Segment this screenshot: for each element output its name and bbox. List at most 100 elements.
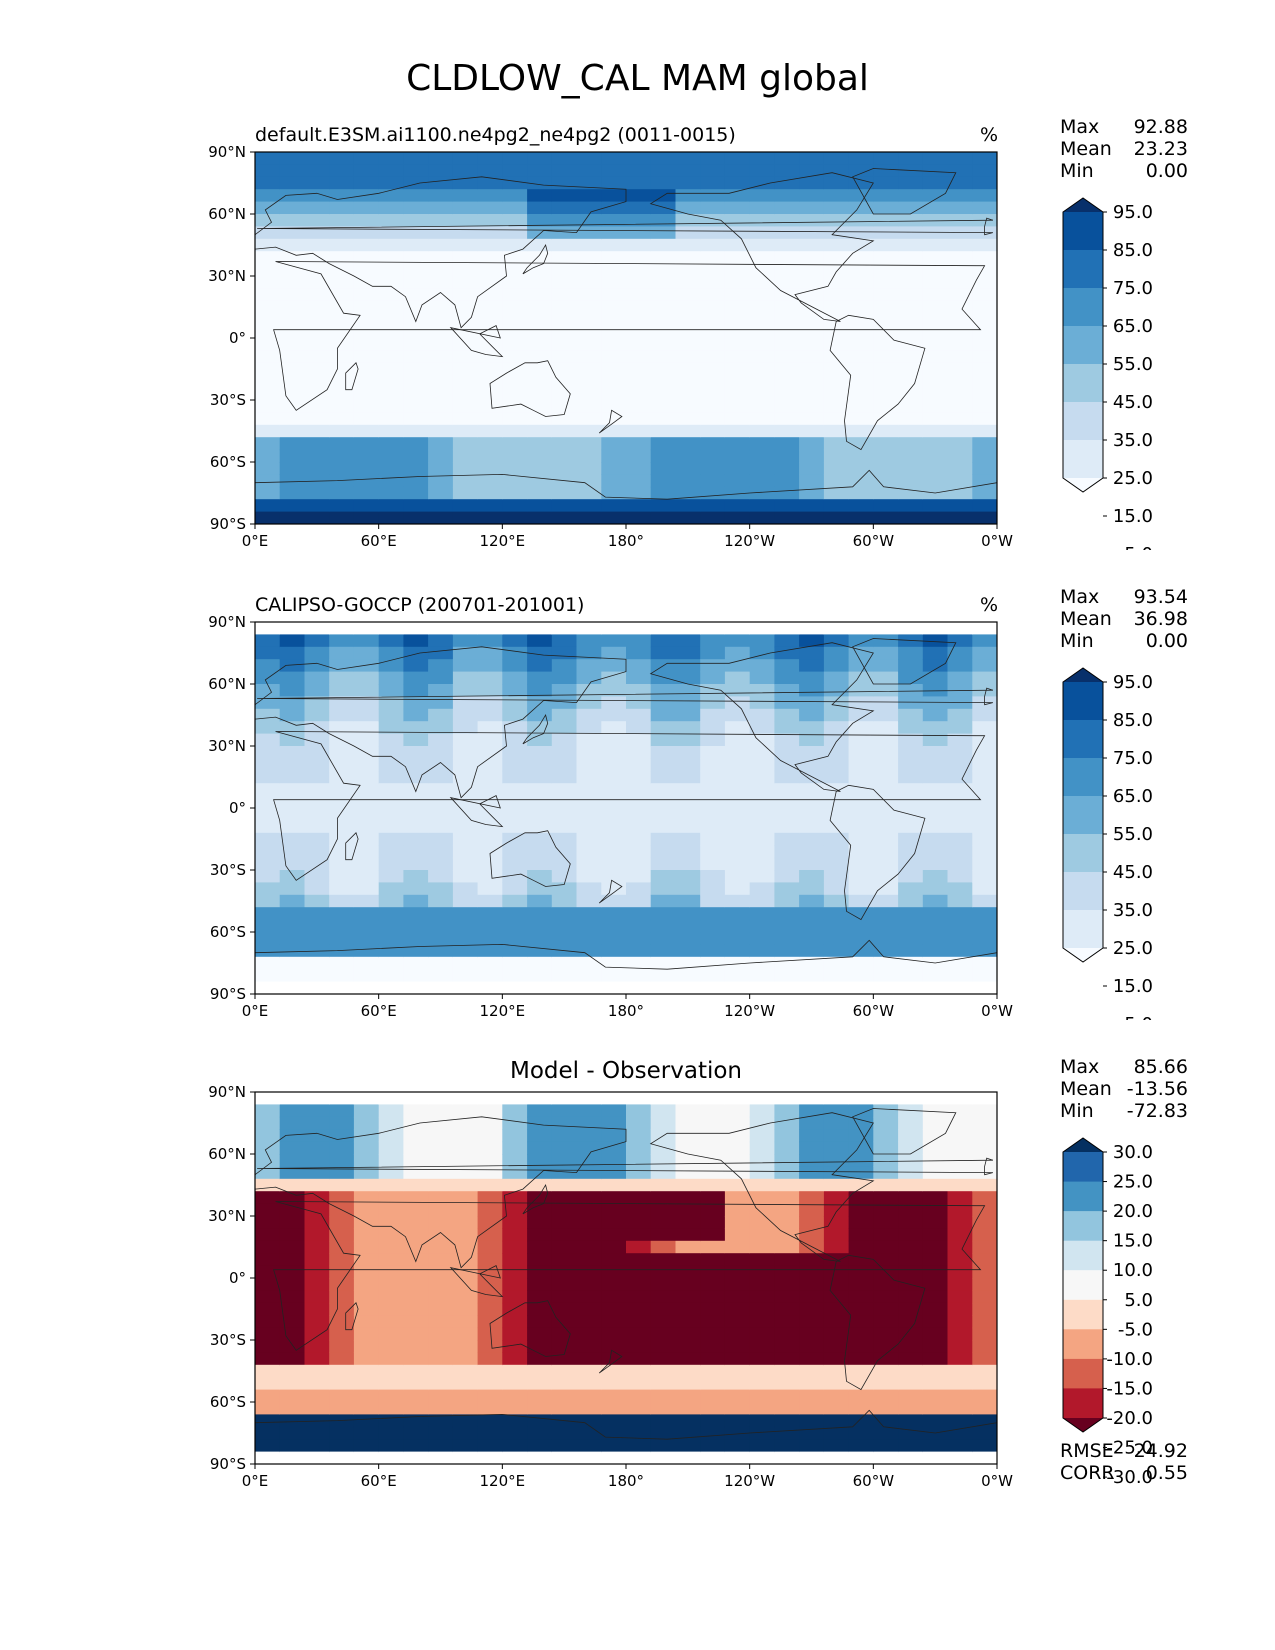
field-cell bbox=[972, 449, 997, 463]
field-cell bbox=[255, 932, 281, 945]
field-cell bbox=[848, 462, 874, 475]
coastline bbox=[489, 830, 571, 887]
field-cell bbox=[799, 845, 825, 859]
field-cell bbox=[452, 1228, 479, 1242]
field-cell bbox=[428, 499, 454, 513]
field-cell bbox=[551, 1327, 578, 1341]
field-cell bbox=[749, 387, 775, 401]
field-cell bbox=[947, 1092, 973, 1105]
field-cell bbox=[601, 708, 627, 722]
colorbar-label: 25.0 bbox=[1113, 938, 1153, 959]
field-cell bbox=[749, 238, 775, 252]
field-cell bbox=[255, 659, 281, 673]
field-cell bbox=[601, 981, 627, 994]
field-cell bbox=[502, 325, 528, 339]
field-cell bbox=[477, 449, 503, 463]
field-cell bbox=[675, 511, 701, 524]
field-cell bbox=[428, 462, 454, 475]
field-cell bbox=[823, 1389, 850, 1403]
field-cell bbox=[477, 238, 503, 252]
field-cell bbox=[749, 894, 775, 908]
field-cell bbox=[601, 919, 627, 933]
field-cell bbox=[922, 1352, 949, 1366]
field-cell bbox=[403, 758, 429, 772]
field-cell bbox=[675, 263, 701, 277]
coastline bbox=[649, 642, 875, 792]
field-cell bbox=[428, 870, 454, 883]
coastline bbox=[522, 243, 549, 275]
field-cell bbox=[898, 201, 924, 215]
field-cell bbox=[626, 486, 652, 500]
field-cell bbox=[972, 1414, 997, 1428]
field-cell bbox=[255, 1426, 281, 1440]
field-cell bbox=[972, 1278, 997, 1291]
field-cell bbox=[749, 684, 775, 697]
field-cell bbox=[452, 387, 479, 401]
field-cell bbox=[576, 437, 602, 451]
field-cell bbox=[527, 251, 553, 265]
field-cell bbox=[848, 263, 874, 277]
field-cell bbox=[329, 708, 355, 722]
field-cell bbox=[255, 1414, 281, 1428]
field-cell bbox=[353, 1352, 380, 1366]
field-cell bbox=[452, 263, 479, 277]
field-cell bbox=[650, 1166, 676, 1180]
field-cell bbox=[329, 1216, 355, 1229]
field-cell bbox=[378, 1141, 404, 1155]
field-cell bbox=[403, 808, 429, 821]
field-cell bbox=[452, 1265, 479, 1279]
field-cell bbox=[972, 499, 997, 513]
field-cell bbox=[527, 300, 553, 314]
field-cell bbox=[626, 1364, 652, 1378]
stats-block: Max 85.66 Mean -13.56 Min -72.83 bbox=[1060, 1056, 1188, 1122]
coastline bbox=[257, 1157, 994, 1176]
lon-tick-label: 120°W bbox=[724, 1472, 775, 1490]
field-cell bbox=[353, 907, 380, 921]
field-cell bbox=[724, 1092, 751, 1105]
field-cell bbox=[255, 214, 281, 227]
field-cell bbox=[353, 708, 380, 722]
field-cell bbox=[650, 746, 676, 759]
field-cell bbox=[724, 646, 751, 660]
field-cell bbox=[799, 870, 825, 883]
field-cell bbox=[279, 646, 305, 660]
field-cell bbox=[675, 857, 701, 871]
field-cell bbox=[898, 956, 924, 970]
field-cell bbox=[502, 387, 528, 401]
field-cell bbox=[848, 1104, 874, 1118]
field-cell bbox=[947, 375, 973, 389]
field-cell bbox=[403, 1426, 429, 1440]
field-cell bbox=[898, 634, 924, 648]
field-cell bbox=[774, 1302, 800, 1316]
field-cell bbox=[873, 671, 899, 685]
field-cell bbox=[774, 1166, 800, 1180]
colorbar-label: 95.0 bbox=[1113, 202, 1153, 223]
field-cell bbox=[428, 164, 454, 178]
field-cell bbox=[749, 746, 775, 759]
field-cell bbox=[898, 907, 924, 921]
field-cell bbox=[353, 251, 380, 265]
field-cell bbox=[329, 238, 355, 252]
field-cell bbox=[502, 907, 528, 921]
field-cell bbox=[502, 646, 528, 660]
field-cell bbox=[823, 176, 850, 190]
field-cell bbox=[477, 1154, 503, 1167]
field-cell bbox=[304, 1203, 330, 1217]
field-cell bbox=[675, 956, 701, 970]
field-cell bbox=[502, 1315, 528, 1329]
field-cell bbox=[848, 1253, 874, 1267]
field-cell bbox=[403, 176, 429, 190]
field-cell bbox=[452, 474, 479, 488]
field-cell bbox=[799, 1129, 825, 1143]
field-cell bbox=[774, 1141, 800, 1155]
field-cell bbox=[452, 511, 479, 524]
field-cell bbox=[873, 708, 899, 722]
field-cell bbox=[700, 671, 726, 685]
field-cell bbox=[452, 214, 479, 227]
field-cell bbox=[749, 981, 775, 994]
field-cell bbox=[898, 1414, 924, 1428]
field-cell bbox=[329, 746, 355, 759]
field-cell bbox=[452, 646, 479, 660]
field-cell bbox=[799, 1451, 825, 1464]
field-cell bbox=[922, 499, 949, 513]
